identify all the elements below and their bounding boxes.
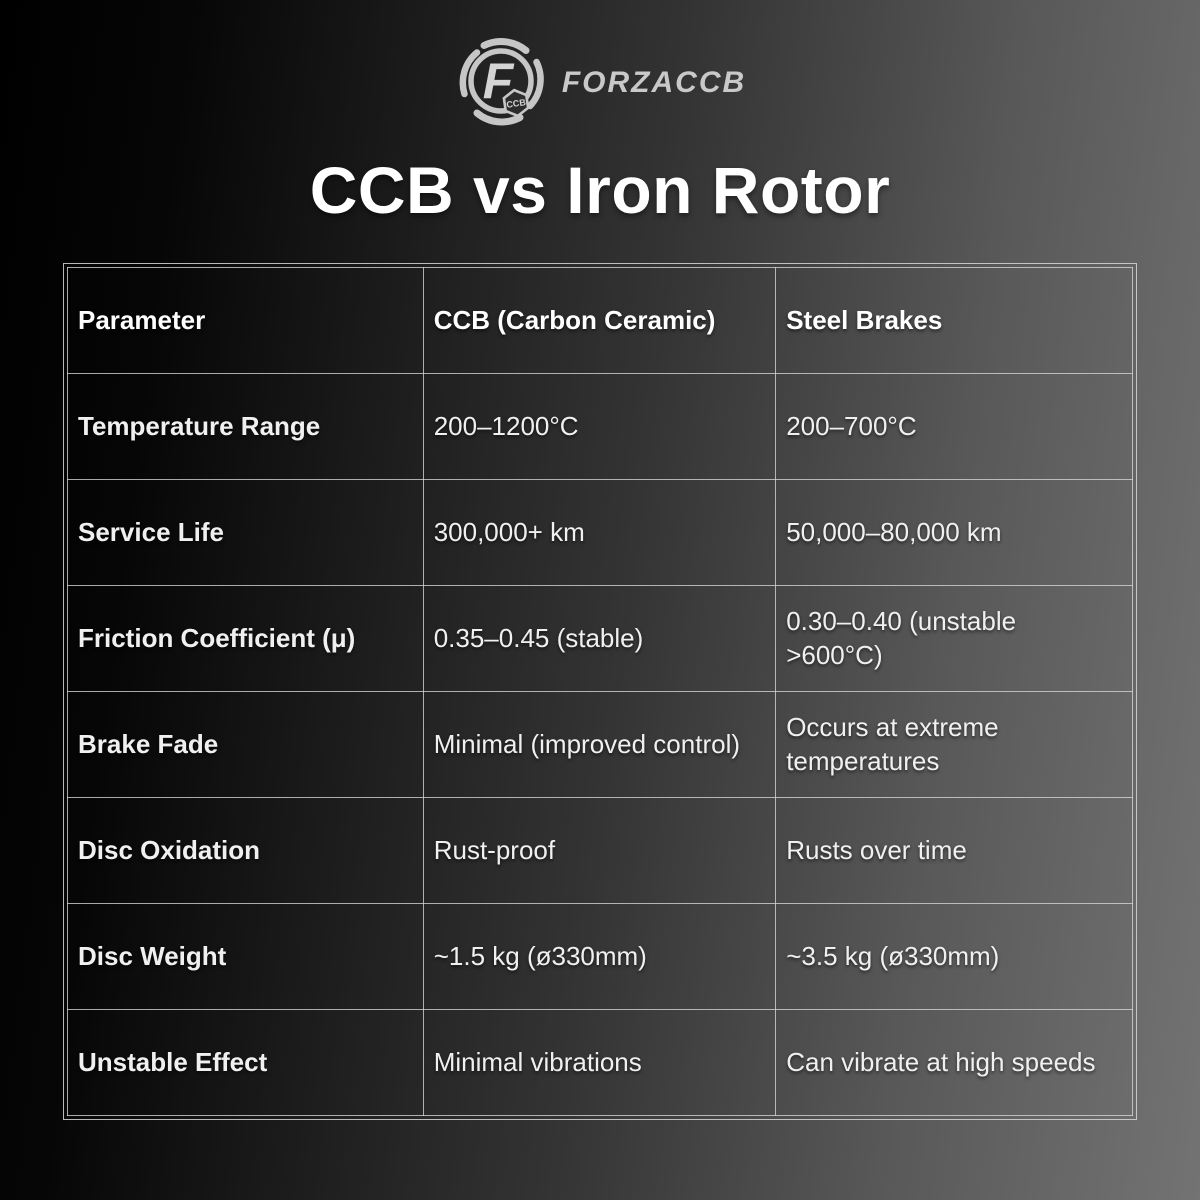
param-cell: Temperature Range — [67, 373, 424, 480]
page-title: CCB vs Iron Rotor — [309, 153, 891, 227]
param-cell: Unstable Effect — [67, 1009, 424, 1116]
steel-cell: 0.30–0.40 (unstable >600°C) — [775, 585, 1133, 692]
header-steel: Steel Brakes — [775, 267, 1133, 374]
steel-cell: Occurs at extreme temperatures — [775, 691, 1133, 798]
ccb-cell: Minimal (improved control) — [422, 691, 777, 798]
ccb-cell: Minimal vibrations — [422, 1009, 777, 1116]
table-row: Brake Fade Minimal (improved control) Oc… — [67, 691, 1133, 798]
param-cell: Brake Fade — [67, 691, 424, 798]
forzaccb-rotor-logo-icon: F CCB — [459, 38, 544, 126]
steel-cell: ~3.5 kg (ø330mm) — [775, 903, 1133, 1010]
comparison-table: Parameter CCB (Carbon Ceramic) Steel Bra… — [67, 267, 1133, 1116]
header-ccb: CCB (Carbon Ceramic) — [422, 267, 777, 374]
table-row: Disc Oxidation Rust-proof Rusts over tim… — [67, 797, 1133, 904]
table-row: Disc Weight ~1.5 kg (ø330mm) ~3.5 kg (ø3… — [67, 903, 1133, 1010]
ccb-cell: ~1.5 kg (ø330mm) — [422, 903, 777, 1010]
steel-cell: 50,000–80,000 km — [775, 479, 1133, 586]
table-row: Service Life 300,000+ km 50,000–80,000 k… — [67, 479, 1133, 586]
brand-logo: F CCB FORZACCB — [0, 34, 1200, 128]
param-cell: Disc Oxidation — [67, 797, 424, 904]
steel-cell: 200–700°C — [775, 373, 1133, 480]
param-cell: Service Life — [67, 479, 424, 586]
param-cell: Friction Coefficient (μ) — [67, 585, 424, 692]
ccb-cell: Rust-proof — [422, 797, 777, 904]
logo-ccb-badge: CCB — [502, 88, 530, 118]
param-cell: Disc Weight — [67, 903, 424, 1010]
steel-cell: Can vibrate at high speeds — [775, 1009, 1133, 1116]
steel-cell: Rusts over time — [775, 797, 1133, 904]
table-header-row: Parameter CCB (Carbon Ceramic) Steel Bra… — [67, 267, 1133, 374]
ccb-cell: 200–1200°C — [422, 373, 777, 480]
comparison-table-frame: Parameter CCB (Carbon Ceramic) Steel Bra… — [63, 263, 1137, 1120]
table-row: Unstable Effect Minimal vibrations Can v… — [67, 1009, 1133, 1116]
ccb-cell: 0.35–0.45 (stable) — [422, 585, 777, 692]
brand-name: FORZACCB — [561, 66, 747, 99]
logo-badge-text: CCB — [506, 97, 527, 110]
table-row: Friction Coefficient (μ) 0.35–0.45 (stab… — [67, 585, 1133, 692]
ccb-cell: 300,000+ km — [422, 479, 777, 586]
header-parameter: Parameter — [67, 267, 424, 374]
table-row: Temperature Range 200–1200°C 200–700°C — [67, 373, 1133, 480]
